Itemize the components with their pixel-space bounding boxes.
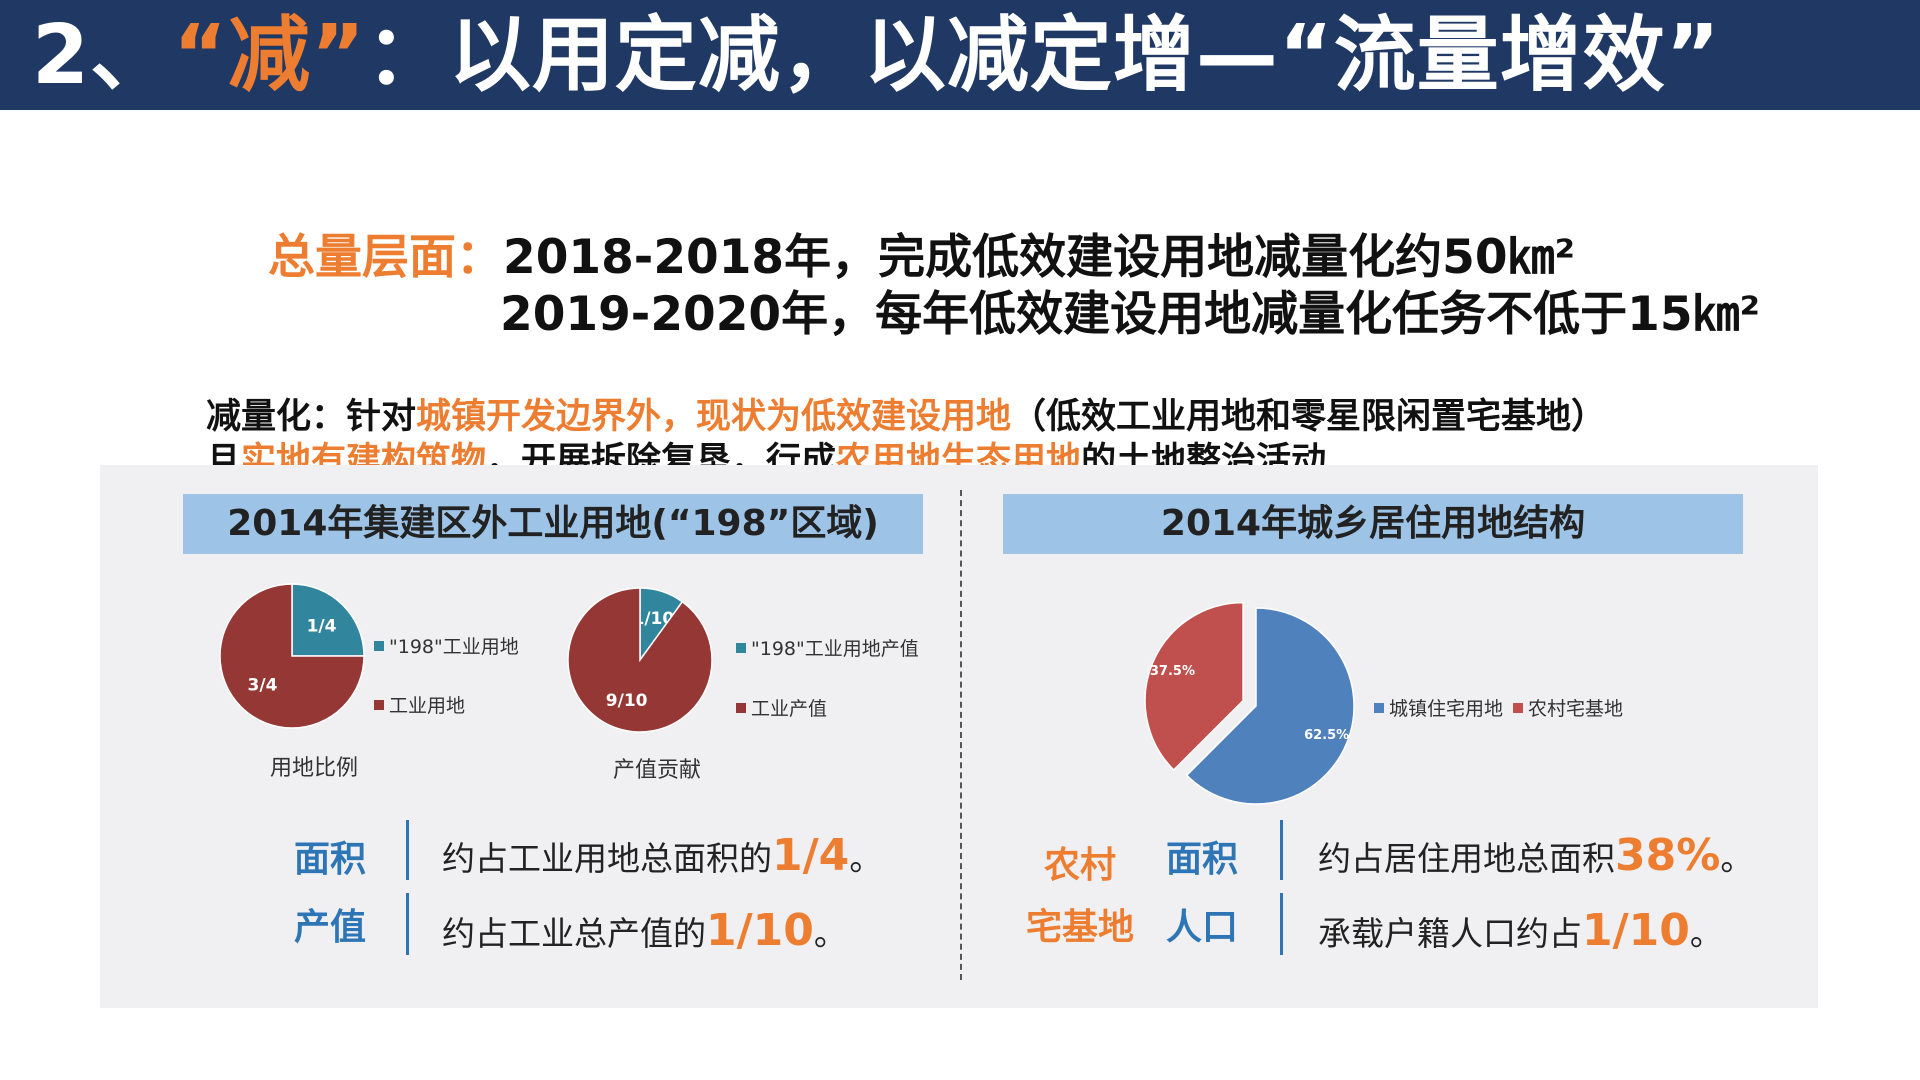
pie-land-ratio: 1/4 3/4 [219,583,365,729]
pie-slice [291,583,365,657]
row-separator [1280,893,1283,955]
legend-industrial-output: 工业产值 [736,694,827,721]
summary-line-2: 2019-2020年，每年低效建设用地减量化任务不低于15㎞² [500,287,1761,342]
row-separator [1280,820,1283,880]
row-label-population: 人口 [1166,907,1239,948]
legend-swatch [736,702,746,713]
panel-divider [960,490,962,980]
side-label-homestead: 宅基地 [1026,907,1135,948]
pie-value-label: 1/10 [632,609,674,629]
pie-slice [1144,601,1244,772]
pie-land-ratio-caption: 用地比例 [270,756,359,781]
legend-198-land: "198"工业用地 [374,632,519,659]
pie-slice [567,587,713,733]
page-title: 2、“减”：以用定减，以减定增—“流量增效” [32,8,1721,103]
side-label-rural: 农村 [1044,845,1117,886]
legend-swatch [1513,702,1524,713]
legend-swatch [374,640,384,651]
pie-output-contribution: 1/10 9/10 [567,587,713,733]
row-text-area: 约占工业用地总面积的1/4。 [442,830,883,881]
row-separator [406,820,409,880]
right-panel-title: 2014年城乡居住用地结构 [1003,494,1743,554]
figure-panel [100,465,1818,1008]
summary-label: 总量层面： [268,230,503,285]
row-separator [406,893,409,955]
pie-value-label: 1/4 [307,616,337,636]
title-accent: “减” [173,8,366,103]
row-text-population: 承载户籍人口约占1/10。 [1318,905,1723,956]
row-label-area: 面积 [294,839,367,880]
pie-output-caption: 产值贡献 [613,758,702,783]
row-text-output: 约占工业总产值的1/10。 [442,905,847,956]
legend-swatch [1374,702,1384,713]
pie-residential-structure: 62.5% 37.5% [1144,601,1355,805]
legend-swatch [736,642,746,653]
legend-swatch [374,699,384,710]
summary-line-1: 总量层面：2018-2018年，完成低效建设用地减量化约50㎞² [268,230,1576,285]
pie-slice [219,583,365,729]
pie-value-label: 37.5% [1150,664,1195,679]
row-label-area-right: 面积 [1166,839,1239,880]
pie-value-label: 62.5% [1304,728,1349,743]
pie-value-label: 9/10 [606,691,648,711]
left-panel-title: 2014年集建区外工业用地(“198”区域) [183,494,923,554]
legend-industrial-land: 工业用地 [374,691,465,718]
row-label-output: 产值 [294,907,367,948]
header-bar: 2、“减”：以用定减，以减定增—“流量增效” [0,0,1920,110]
pie-slice [1185,607,1355,805]
row-text-area-right: 约占居住用地总面积38%。 [1318,830,1754,881]
definition-line-1: 减量化：针对城镇开发边界外，现状为低效建设用地（低效工业用地和零星限闲置宅基地） [206,397,1607,437]
pie-value-label: 3/4 [248,676,278,696]
legend-residential: 城镇住宅用地 农村宅基地 [1374,694,1623,721]
legend-198-output: "198"工业用地产值 [736,634,919,661]
